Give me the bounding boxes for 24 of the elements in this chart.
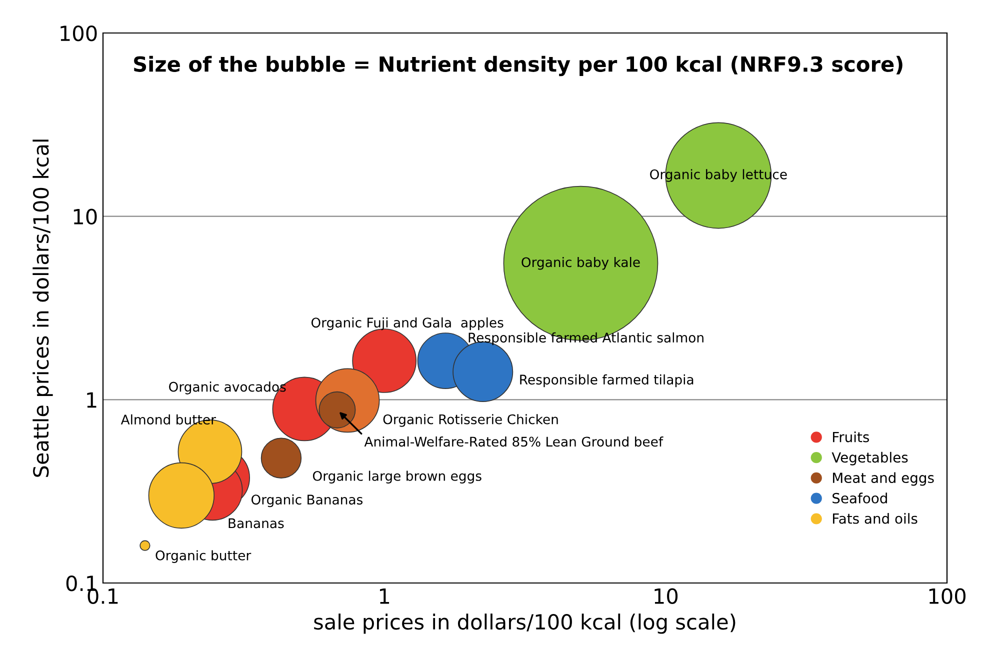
annotation: Organic baby kale: [522, 256, 640, 270]
annotation: Organic Rotisserie Chicken: [383, 414, 558, 427]
annotation: Organic Fuji and Gala apples: [311, 317, 504, 330]
x-tick-label: 10: [654, 588, 678, 604]
legend-label: Meat and eggs: [833, 472, 934, 486]
annotation: Organic large brown eggs: [312, 470, 482, 484]
legend-label: Fruits: [833, 432, 869, 442]
annotation: Organic Bananas: [251, 494, 363, 508]
annotation: Responsible farmed tilapia: [520, 374, 694, 388]
annotation: Organic butter: [156, 550, 252, 563]
legend-label: Vegetables: [832, 452, 908, 466]
y-tick-label: 1: [87, 392, 96, 408]
legend-label: Seafood: [832, 492, 887, 504]
x-tick-label: 100: [929, 588, 966, 604]
text: Size of the bubble = Nutrient density per 100 kcal (NRF9.3 score): [134, 56, 902, 76]
legend-label: Fats and oils: [833, 513, 918, 524]
y-tick-label: 100: [60, 25, 97, 42]
y-axis-title: Seattle prices in dollars/100 kcal: [32, 140, 53, 477]
annotation: Almond butter: [120, 414, 216, 425]
annotation: Animal-Welfare-Rated 85% Lean Ground beef: [364, 436, 664, 447]
y-tick-label: 10: [74, 208, 97, 225]
annotation: Bananas: [228, 518, 284, 528]
x-axis-title: sale prices in dollars/100 kcal (log scale): [314, 614, 736, 634]
x-tick-label: 1: [380, 588, 390, 604]
